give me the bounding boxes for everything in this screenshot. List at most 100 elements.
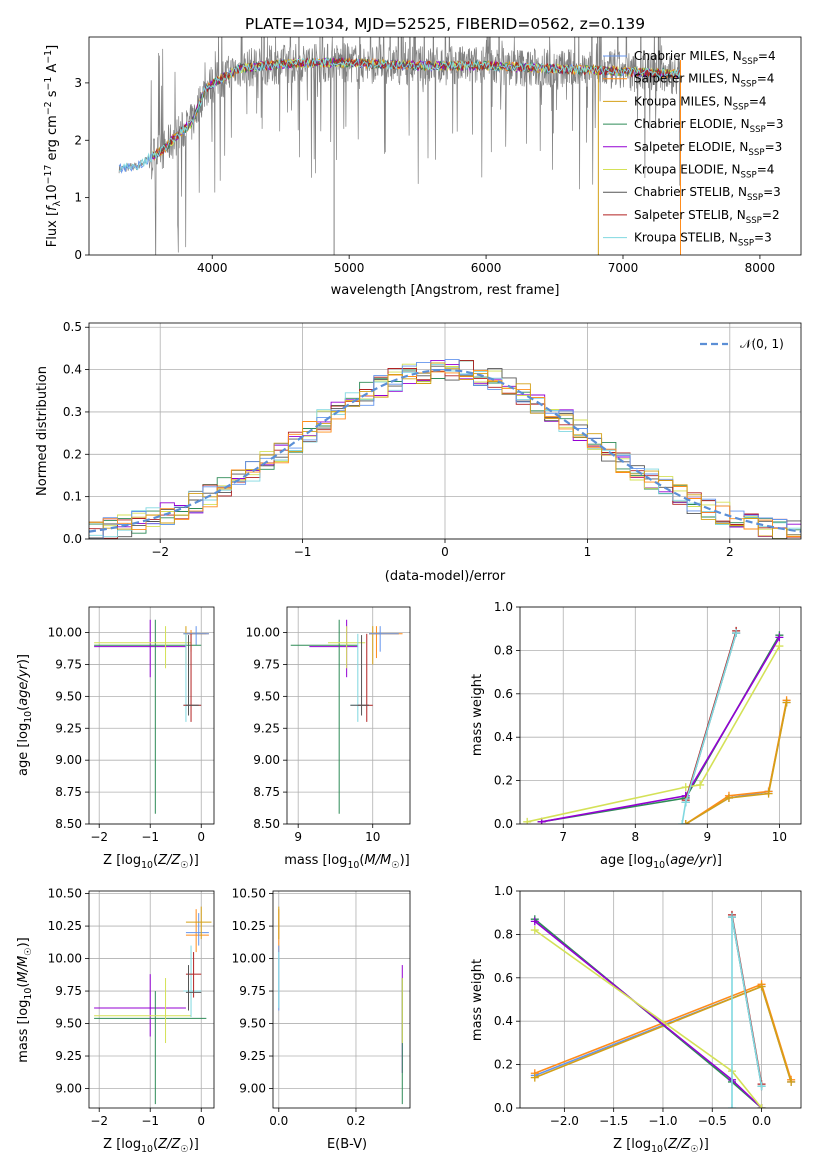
y-tick-label: 9.75	[239, 984, 266, 998]
label-part: mass [log	[16, 1000, 31, 1063]
label-part: Z [log	[103, 1137, 141, 1152]
label-part: )]	[189, 1137, 199, 1152]
y-tick-label: 0.1	[63, 490, 82, 504]
legend-label: Salpeter STELIB, NSSP=2	[634, 208, 780, 226]
label-part: mass [log	[284, 853, 347, 868]
plot-area	[290, 619, 403, 814]
label-part: Z/Z	[157, 853, 181, 868]
x-tick-label: −1	[294, 545, 312, 559]
y-tick-label: 0.2	[63, 447, 82, 461]
panel-weight-vs-Z: −2.0 −1.5 −1.0 −0.5 0.0 0.0 0.2 0.4 0.6 0.8 1.0	[494, 884, 802, 1128]
label-part: 10	[23, 988, 34, 1000]
label-part: SSP	[747, 193, 763, 203]
y-tick-label: 9.25	[55, 1049, 82, 1063]
label-part: 10	[347, 860, 359, 871]
data-point	[764, 789, 773, 798]
x-tick-label: 9	[294, 830, 302, 844]
label-part: =3	[765, 140, 783, 154]
axes-frame	[286, 606, 411, 825]
x-tick-label: −2	[90, 1114, 108, 1128]
y-axis-label: age [log10(age/yr)]	[16, 654, 34, 776]
label-part: (	[153, 1137, 158, 1152]
y-tick-label: 0.6	[494, 971, 513, 985]
data-point	[681, 820, 690, 824]
y-tick-label: 8.75	[253, 785, 280, 799]
label-part: Flux [	[45, 211, 60, 247]
data-point	[775, 642, 784, 651]
x-tick-label: 4000	[197, 261, 228, 275]
label-part: =4	[749, 94, 767, 108]
data-point	[530, 926, 539, 935]
panel-spectrum: 4000 5000 6000 7000 8000 0 1 2 3	[74, 36, 802, 275]
label-part: 10	[651, 1144, 663, 1155]
y-tick-label: 1.0	[494, 884, 513, 898]
label-part: Chabrier MILES, N	[634, 49, 742, 63]
label-part: age [log	[600, 853, 653, 868]
x-tick-label: −1	[141, 830, 159, 844]
x-tick-label: 9	[704, 830, 712, 844]
label-part: SSP	[733, 102, 749, 112]
label-part: (	[153, 853, 158, 868]
x-tick-label: 0.2	[346, 1114, 365, 1128]
panel-mass-vs-EBV: 0.0 0.2 9.00 9.25 9.50 9.75 10.00 10.25 10.50	[232, 887, 411, 1128]
y-tick-label: 9.00	[55, 753, 82, 767]
y-tick-label: 9.00	[239, 1082, 266, 1096]
y-tick-label: 9.75	[55, 657, 82, 671]
y-tick-label: 0.0	[494, 817, 513, 831]
model-spectrum-line	[118, 57, 681, 172]
series-line	[527, 645, 781, 823]
label-part: (	[665, 853, 670, 868]
label-part: =3	[754, 231, 772, 245]
x-tick-label: 8	[631, 830, 639, 844]
label-part: =3	[763, 185, 781, 199]
figure-title: PLATE=1034, MJD=52525, FIBERID=0562, z=0…	[245, 15, 645, 33]
label-part: age [log	[16, 723, 31, 776]
x-tick-label: 0.0	[269, 1114, 288, 1128]
residual-histogram	[89, 370, 801, 537]
label-part: ☉	[391, 860, 399, 871]
y-tick-label: 9.25	[239, 1049, 266, 1063]
legend-label: Kroupa STELIB, NSSP=3	[634, 231, 772, 249]
legend-label: 𝒩(0, 1)	[740, 337, 784, 351]
y-tick-label: 10.25	[232, 919, 266, 933]
x-axis-label: wavelength [Angstrom, rest frame]	[331, 283, 560, 298]
label-part: )]	[712, 853, 722, 868]
data-point	[757, 1104, 766, 1108]
label-part: 10	[653, 860, 665, 871]
x-tick-label: 5000	[334, 261, 365, 275]
data-point	[530, 1073, 539, 1082]
label-part: SSP	[742, 57, 758, 67]
label-part: (	[663, 1137, 668, 1152]
plot-area	[94, 906, 212, 1105]
panel-residuals: −2 −1 0 1 2 0.0 0.1 0.2 0.3 0.4 0.5	[63, 320, 802, 559]
label-part: SSP	[750, 125, 766, 135]
label-part: )]	[16, 937, 31, 947]
y-tick-label: 9.25	[253, 721, 280, 735]
y-tick-label: 9.50	[253, 689, 280, 703]
x-tick-label: −1.5	[599, 1114, 628, 1128]
x-tick-label: 0	[197, 1114, 205, 1128]
label-part: Salpeter MILES, N	[634, 72, 741, 86]
label-part: ☉	[690, 1144, 698, 1155]
label-part: λ	[52, 200, 63, 206]
label-part: )]	[16, 654, 31, 664]
data-point	[782, 698, 791, 707]
data-point	[757, 982, 766, 991]
axes-frame	[519, 606, 802, 825]
label-part: −1	[43, 77, 54, 91]
label-part: ☉	[180, 860, 188, 871]
label-part: s	[45, 90, 60, 101]
y-tick-label: 0.8	[494, 643, 513, 657]
legend-label: Chabrier ELODIE, NSSP=3	[634, 117, 783, 135]
label-part: ]	[45, 45, 60, 50]
gaussian-curve	[89, 368, 801, 533]
x-axis-label: Z [log10(Z/Z☉)]	[613, 1137, 709, 1155]
plot-area	[530, 910, 796, 1108]
x-tick-label: 10	[772, 830, 787, 844]
y-tick-label: 0.0	[494, 1101, 513, 1115]
label-part: )]	[699, 1137, 709, 1152]
label-part: 10	[141, 1144, 153, 1155]
y-tick-label: 0.3	[63, 405, 82, 419]
data-point	[530, 917, 539, 926]
axes-frame	[88, 322, 802, 540]
